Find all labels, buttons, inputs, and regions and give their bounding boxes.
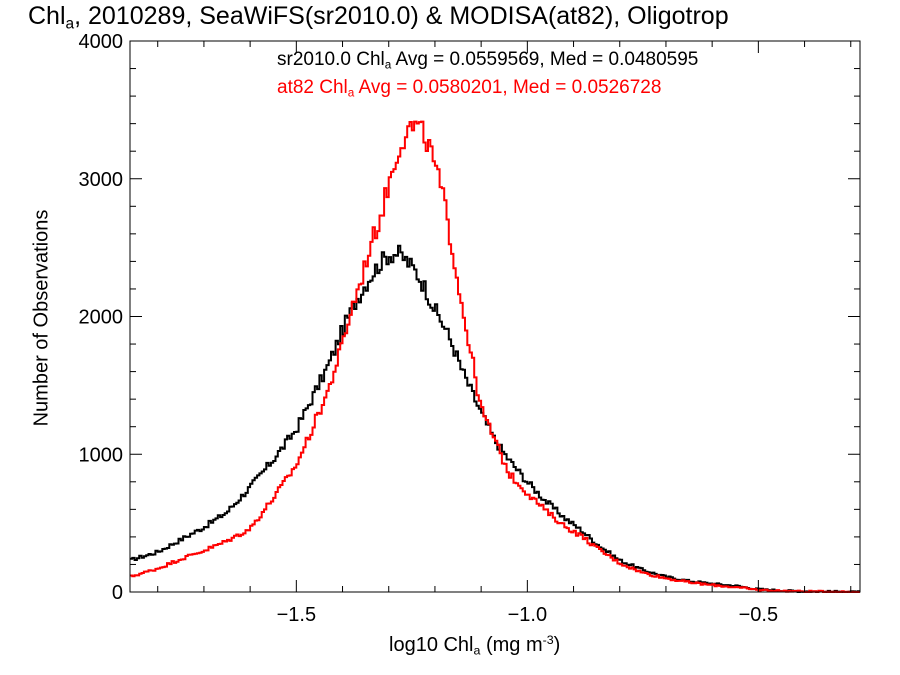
y-tick-label: 2000 bbox=[79, 307, 124, 329]
series-line-sr2010-0 bbox=[130, 244, 860, 593]
legend-entry-at82: at82 Chla Avg = 0.0580201, Med = 0.05267… bbox=[277, 77, 662, 100]
ticks-layer: −1.5 −1.0 −0.5 0 1000 2000 3000 4000 bbox=[79, 31, 860, 626]
series-line-at82 bbox=[130, 120, 860, 593]
y-tick-label: 3000 bbox=[79, 169, 124, 191]
x-tick-label: −1.0 bbox=[508, 604, 547, 626]
y-tick-label: 1000 bbox=[79, 444, 124, 466]
series-layer bbox=[130, 120, 860, 593]
plot-frame bbox=[129, 40, 861, 593]
x-tick-label: −0.5 bbox=[739, 604, 778, 626]
x-tick-label: −1.5 bbox=[277, 604, 316, 626]
legend-entry-sr2010: sr2010.0 Chla Avg = 0.0559569, Med = 0.0… bbox=[277, 49, 699, 72]
chart-title: Chla, 2010289, SeaWiFS(sr2010.0) & MODIS… bbox=[28, 2, 729, 33]
x-axis-label: log10 Chla (mg m-3) bbox=[389, 633, 561, 658]
y-tick-label: 4000 bbox=[79, 31, 124, 53]
y-axis-label: Number of Observations bbox=[30, 209, 53, 427]
y-tick-label: 0 bbox=[112, 582, 123, 604]
